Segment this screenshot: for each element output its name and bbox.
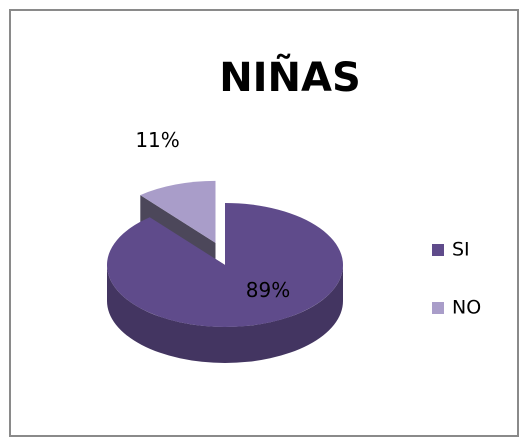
slice [140,180,216,243]
legend-swatch [432,244,444,256]
data-label: 11% [135,128,179,152]
chart-title: NIÑAS [219,53,361,101]
slice-side [107,265,343,363]
slice [106,203,343,327]
legend-swatch [432,302,444,314]
legend-label: NO [452,297,481,319]
legend-label: SI [452,239,470,261]
data-label: 89% [246,278,290,302]
